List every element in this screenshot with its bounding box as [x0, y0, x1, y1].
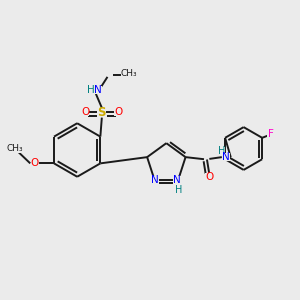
- Text: O: O: [114, 107, 123, 117]
- FancyBboxPatch shape: [7, 144, 22, 153]
- FancyBboxPatch shape: [122, 70, 137, 78]
- FancyBboxPatch shape: [150, 176, 159, 184]
- Text: H: H: [175, 185, 182, 195]
- FancyBboxPatch shape: [87, 86, 94, 94]
- Text: H: H: [87, 85, 94, 95]
- FancyBboxPatch shape: [205, 172, 214, 181]
- Text: CH₃: CH₃: [7, 144, 23, 153]
- Text: O: O: [31, 158, 39, 168]
- Text: O: O: [205, 172, 214, 182]
- Text: F: F: [268, 129, 273, 139]
- FancyBboxPatch shape: [222, 153, 230, 161]
- FancyBboxPatch shape: [218, 147, 224, 154]
- Text: N: N: [173, 175, 181, 185]
- FancyBboxPatch shape: [94, 86, 102, 94]
- Text: CH₃: CH₃: [121, 69, 137, 78]
- Text: N: N: [222, 152, 230, 162]
- FancyBboxPatch shape: [81, 108, 89, 116]
- FancyBboxPatch shape: [172, 176, 181, 184]
- FancyBboxPatch shape: [98, 108, 106, 117]
- Text: N: N: [94, 85, 102, 95]
- Text: S: S: [98, 106, 106, 119]
- Text: H: H: [218, 146, 225, 156]
- FancyBboxPatch shape: [175, 187, 181, 194]
- FancyBboxPatch shape: [31, 159, 40, 168]
- Text: O: O: [81, 107, 89, 117]
- FancyBboxPatch shape: [267, 130, 274, 138]
- FancyBboxPatch shape: [114, 108, 123, 116]
- Text: N: N: [151, 175, 158, 185]
